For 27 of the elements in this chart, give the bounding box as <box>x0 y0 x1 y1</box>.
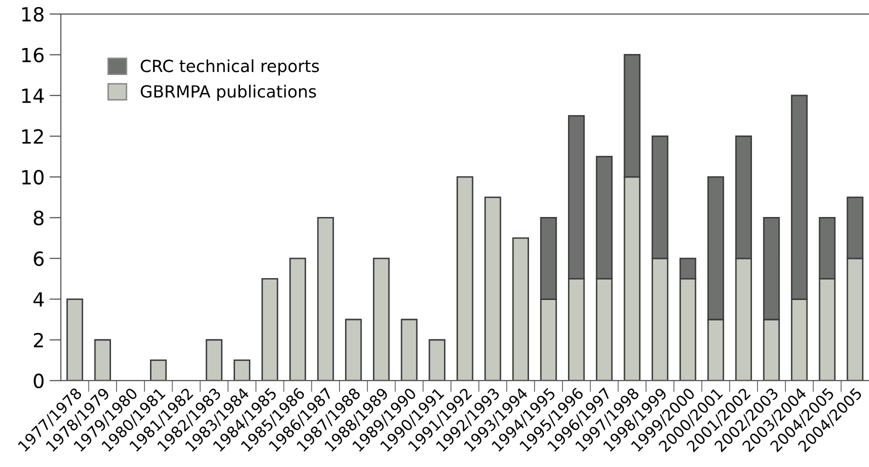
legend-label: CRC technical reports <box>140 59 319 76</box>
bar <box>456 176 474 381</box>
y-tick-label: 14 <box>22 88 44 103</box>
y-tick-label: 4 <box>33 292 44 307</box>
bar <box>206 339 222 381</box>
bar <box>234 360 250 381</box>
y-tick-label: 12 <box>22 129 43 144</box>
bar <box>94 339 111 381</box>
y-tick-label: 8 <box>34 210 44 226</box>
y-tick-label: 6 <box>34 251 44 266</box>
bar <box>400 318 418 381</box>
bar <box>261 278 278 381</box>
y-tick-label: 2 <box>34 332 43 348</box>
bar <box>428 339 446 381</box>
bar <box>289 258 306 381</box>
y-tick-label: 18 <box>22 6 44 22</box>
bar <box>66 298 84 381</box>
legend-label: GBRMPA publications <box>140 84 316 101</box>
y-tick-label: 16 <box>22 48 44 62</box>
bar <box>512 237 530 381</box>
bar <box>317 216 334 381</box>
bar <box>372 258 390 381</box>
y-tick-label: 10 <box>22 170 44 185</box>
y-tick-label: 0 <box>34 374 44 388</box>
bar <box>345 318 362 381</box>
bar <box>484 196 502 381</box>
bar <box>150 360 167 381</box>
